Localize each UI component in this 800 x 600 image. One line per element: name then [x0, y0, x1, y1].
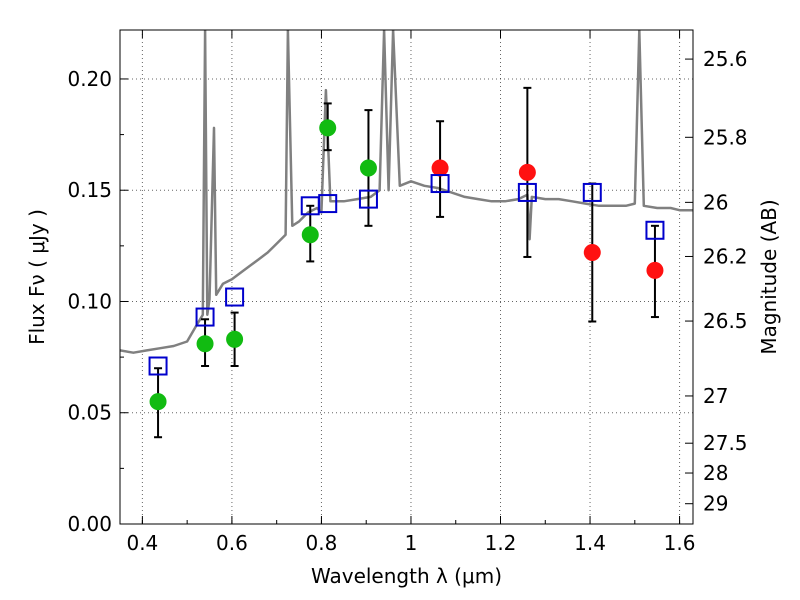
x-tick-label: 1 [405, 531, 418, 555]
model-square-marker [318, 194, 338, 214]
x-tick-label: 1.6 [664, 531, 696, 555]
y-tick-label: 0.15 [67, 178, 112, 202]
y2-tick-label: 26 [703, 190, 728, 214]
tick-layer [120, 30, 693, 525]
green-data-point [149, 393, 167, 411]
y2-tick-label: 25.8 [703, 125, 748, 149]
green-data-point [359, 159, 377, 177]
y2-tick-label: 29 [703, 492, 728, 516]
green-data-point [196, 335, 214, 353]
y-tick-label: 0.00 [67, 512, 112, 536]
y2-tick-label: 25.6 [703, 47, 748, 71]
x-tick-label: 0.6 [216, 531, 248, 555]
green-data-point [226, 330, 244, 348]
model-square-marker [430, 174, 450, 194]
y2-tick-label: 26.2 [703, 244, 748, 268]
x-tick-label: 0.4 [126, 531, 158, 555]
red-data-point [646, 261, 664, 279]
y-axis-title: Flux Fν ( μJy ) [25, 209, 49, 345]
y2-tick-label: 26.5 [703, 309, 748, 333]
model-square-marker [517, 182, 537, 202]
errorbar-layer [154, 86, 659, 439]
model-square-marker [195, 307, 215, 327]
y2-axis-title: Magnitude (AB) [757, 199, 781, 354]
spectrum-layer [120, 30, 693, 354]
axis-labels: 0.4 0.6 0.8 1 1.2 1.4 1.6 0.00 0.05 0.10 0.15 0.20 2… [67, 47, 747, 555]
x-tick-label: 0.8 [306, 531, 338, 555]
x-axis-title: Wavelength λ (μm) [311, 564, 502, 588]
red-data-point [431, 159, 449, 177]
red-data-point [583, 244, 601, 262]
x-tick-label: 1.4 [574, 531, 606, 555]
plot-frame [119, 29, 694, 525]
y-tick-label: 0.20 [67, 67, 112, 91]
model-spectrum-line [120, 30, 693, 354]
green-data-point [319, 119, 337, 137]
model-square-marker [582, 182, 602, 202]
x-tick-label: 1.2 [485, 531, 517, 555]
green-data-point [301, 226, 319, 244]
model-square-marker [358, 189, 378, 209]
y2-tick-label: 27 [703, 384, 728, 408]
model-square-marker [645, 220, 665, 240]
y-tick-label: 0.10 [67, 289, 112, 313]
y2-tick-label: 27.5 [703, 431, 748, 455]
model-square-marker [225, 287, 245, 307]
red-data-point [518, 163, 536, 181]
y2-tick-label: 28 [703, 461, 728, 485]
model-square-marker [148, 356, 168, 376]
marker-layer [148, 119, 665, 411]
y-tick-label: 0.05 [67, 401, 112, 425]
